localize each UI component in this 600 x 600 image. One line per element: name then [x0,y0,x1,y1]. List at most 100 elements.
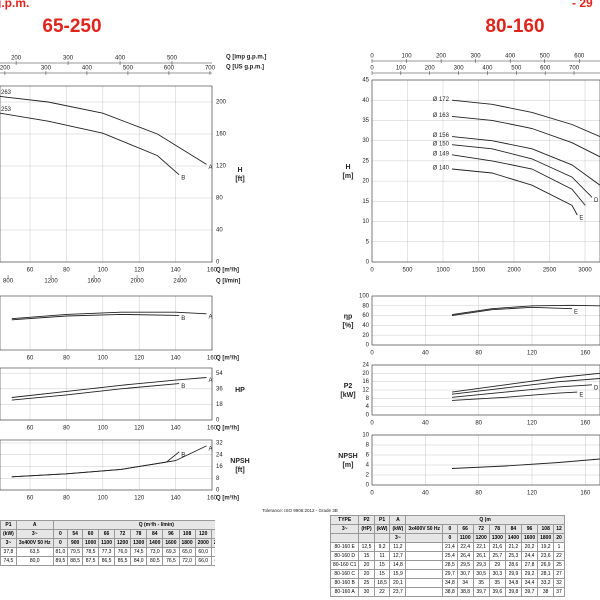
table-cell: 74,5 [130,547,148,557]
y-axis-label: H [237,167,242,174]
y-tick-label: 60 [362,313,369,319]
curve-end-label: B [181,384,185,390]
curve-end-label: A [209,314,213,320]
table-cell: 20 [358,560,375,570]
y-tick-label: 25 [362,158,369,164]
table-cell: A [389,515,407,525]
table-cell: 1200 [113,538,132,548]
table-cell: 23,7 [389,587,407,597]
table-cell: 30 [358,587,375,597]
table-cell: Q (m³/h - l/min) [52,520,215,530]
table-cell: 29,2 [520,569,539,579]
table-cell: 2000 [194,538,212,548]
table-cell: 27,8 [520,560,539,570]
tick-label: 500 [167,56,178,62]
pump-curve [11,451,180,478]
y-axis-label: NPSH [338,453,357,460]
pump-curve [451,384,593,398]
table-cell: P2 [358,515,375,525]
y-tick-label: 32 [216,441,223,447]
tick-label: 700 [569,66,580,72]
tick-label: 200 [11,56,22,62]
y-tick-label: 16 [362,379,369,385]
y-tick-label: 4 [366,404,370,410]
pump-curve [451,144,593,198]
table-cell: 37,8 [0,547,17,557]
y-tick-label: 2 [366,473,370,479]
table-cell: 25,4 [442,551,458,561]
table-cell: 96 [162,529,180,539]
table-cell: 88,5 [67,556,84,566]
x-tick-label: 60 [27,496,34,502]
curve-end-label: B [181,316,185,322]
curve-label: Ø 163 [433,113,450,119]
y-tick-label: 20 [362,333,369,339]
table-cell: 132 [210,529,215,539]
table-cell: 66,0 [194,556,212,566]
table-cell: 30,3 [488,569,506,579]
table-cell: 29,7 [442,569,458,579]
x-tick-label: 140 [171,426,182,432]
x-tick-label: 1200 [44,279,58,285]
pump-curve [11,377,207,398]
table-cell: 80-160 E [330,542,360,552]
table-cell: 22 [553,551,565,561]
plot-frame [0,439,213,491]
y-tick-label: 10 [362,219,369,225]
curve-end-label: A [209,446,213,452]
table-cell: 69,3 [162,547,180,557]
y-tick-label: 24 [362,363,369,369]
table-cell: 22,1 [472,542,490,552]
table-cell: 25,3 [504,551,523,561]
table-cell: 60,0 [210,556,215,566]
y-tick-label: 160 [216,132,227,138]
table-cell: A [15,520,54,530]
table-cell: 35 [472,578,490,588]
tick-label: 200 [425,66,436,72]
table-cell: 20,2 [520,542,539,552]
x-tick-label: 100 [98,496,109,502]
table-cell: 20,1 [389,578,407,588]
table-cell: 3~ [330,524,360,534]
y-tick-label: 4 [366,463,370,469]
y-tick-label: 8 [216,476,220,482]
table-cell: 73,0 [146,547,164,557]
y-tick-label: 54 [216,371,223,377]
table-cell: 37 [553,587,565,597]
y-tick-label: 10 [362,433,369,439]
table-cell: 11 [373,551,391,561]
plot-frame [371,295,600,346]
table-cell: 0 [442,533,458,543]
y-tick-label: 18 [216,402,223,408]
axis-label: Q [m³/h] [216,355,239,362]
table-cell: 21,4 [442,542,458,552]
table-cell: 1300 [488,533,506,543]
x-tick-label: 0 [370,268,374,274]
table-cell: 78 [488,524,506,534]
table-cell: 34 [456,578,474,588]
curve-end-label: D [594,385,599,391]
x-tick-label: 40 [422,491,429,497]
table-cell: 86,5 [98,556,115,566]
x-tick-label: 160 [207,426,218,432]
x-tick-label: 1000 [436,268,450,274]
x-tick-label: 0 [370,351,374,357]
table-cell: 900 [67,538,84,548]
table-cell: 29,3 [472,560,490,570]
x-tick-label: 40 [422,351,429,357]
table-cell: 80-160 B [330,578,360,588]
x-tick-label: 2400 [173,279,187,285]
table-cell: 3~ [15,529,54,539]
table-cell: 1100 [98,538,115,548]
y-axis-unit: [m] [343,173,354,180]
table-cell: 14,8 [389,560,407,570]
table-cell: 19,2 [537,542,555,552]
curve-label: Ø 156 [433,133,450,139]
y-axis-label: NPSH [230,458,249,465]
table-cell: 0 [442,524,458,534]
table-cell: 27 [553,569,565,579]
chart-title: 65-250 [42,16,101,37]
pump-curve [11,313,180,321]
table-cell: 3~ [0,538,17,548]
